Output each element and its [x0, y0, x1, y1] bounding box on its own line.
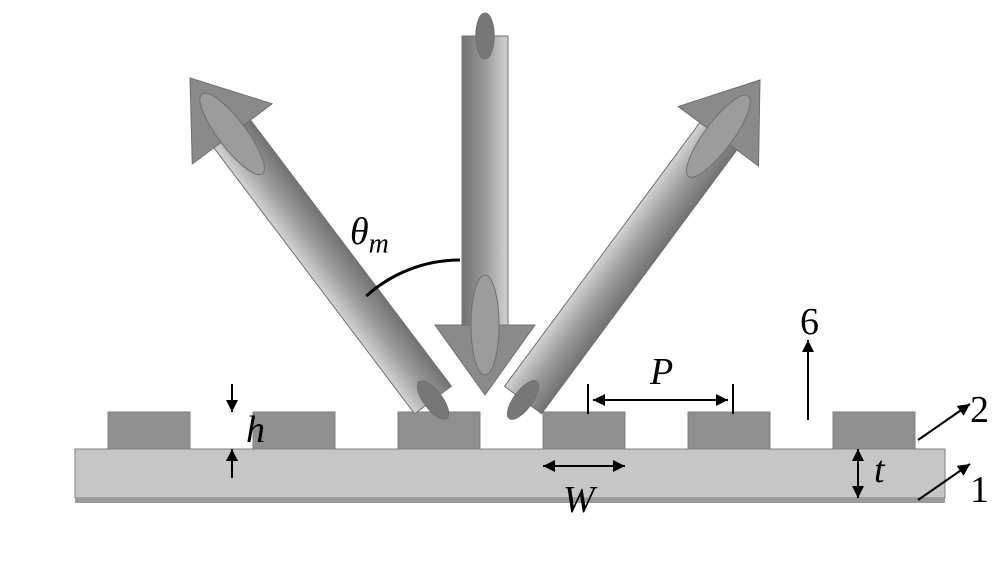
label-1: 1 — [970, 468, 989, 512]
label-6: 6 — [800, 300, 819, 344]
metal-backplane — [75, 498, 945, 503]
grating-bar-0 — [108, 412, 190, 449]
diagram-root: θm P W h t 6 1 2 — [0, 0, 1000, 569]
label-2: 2 — [970, 388, 989, 432]
dielectric-layer — [75, 449, 945, 498]
label-t: t — [874, 448, 885, 492]
label-W: W — [563, 478, 595, 522]
label-h: h — [246, 408, 265, 452]
label-theta: θm — [350, 210, 389, 261]
grating-bar-5 — [833, 412, 915, 449]
grating-bar-4 — [688, 412, 770, 449]
label-P: P — [650, 350, 673, 394]
angle-arc — [366, 260, 460, 296]
grating-bar-3 — [543, 412, 625, 449]
diagram-svg — [0, 0, 1000, 569]
grating-bar-1 — [253, 412, 335, 449]
